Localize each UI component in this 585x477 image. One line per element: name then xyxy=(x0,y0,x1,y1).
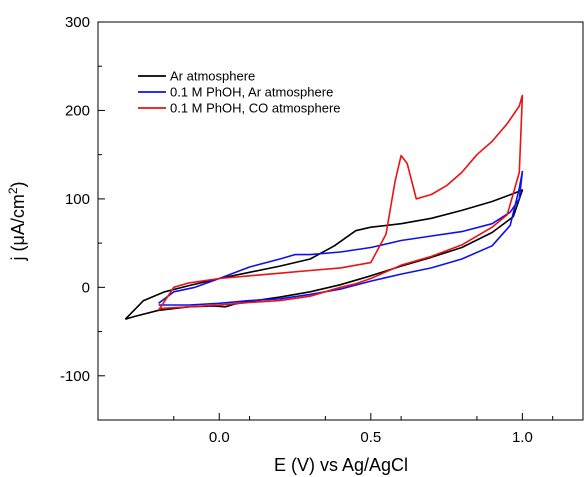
y-tick-label: -100 xyxy=(60,368,90,385)
y-axis-title-prefix: j ( xyxy=(8,246,28,262)
series-layer xyxy=(124,94,524,320)
series-line-1 xyxy=(124,189,524,320)
series-line-3 xyxy=(157,94,524,311)
x-tick-label: 0.0 xyxy=(209,429,230,446)
y-axis-title-suffix: ) xyxy=(8,181,28,187)
y-axis-title-mu: μ xyxy=(8,235,28,245)
y-tick-label: 200 xyxy=(65,102,90,119)
series-line-2 xyxy=(158,170,524,306)
legend-label-1: Ar atmosphere xyxy=(170,69,255,84)
x-tick-label: 0.5 xyxy=(360,429,381,446)
x-axis-title: E (V) vs Ag/AgCl xyxy=(274,455,408,475)
x-tick-label: 1.0 xyxy=(512,429,533,446)
y-axis-title: j (μA/cm2) xyxy=(6,181,28,261)
y-tick-label: 100 xyxy=(65,191,90,208)
legend-label-2: 0.1 M PhOH, Ar atmosphere xyxy=(170,85,333,100)
legend-label-3: 0.1 M PhOH, CO atmosphere xyxy=(170,101,341,116)
plot-area-frame xyxy=(97,21,584,421)
ticks-layer: 0.0 0.5 1.0 -100 0 100 200 300 xyxy=(60,14,554,446)
y-tick-label: 300 xyxy=(65,14,90,31)
y-axis-title-superscript: 2 xyxy=(6,187,20,194)
y-axis-title-unit: A/cm xyxy=(8,194,28,235)
y-tick-label: 0 xyxy=(82,279,90,296)
